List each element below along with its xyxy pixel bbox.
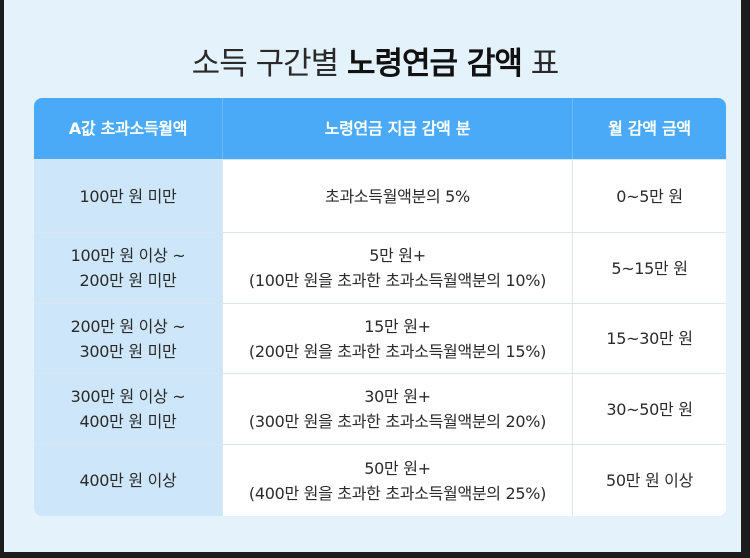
table-header-row: A값 초과소득월액 노령연금 지급 감액 분 월 감액 금액: [34, 98, 726, 159]
frame-border-right: [741, 0, 750, 558]
frame-border-bottom: [0, 552, 750, 558]
deduction-line: (300만 원을 초과한 초과소득월액분의 20%): [248, 412, 547, 431]
amount-cell: 50만 원 이상: [572, 445, 726, 516]
title-suffix: 표: [530, 46, 560, 82]
deduction-line: (100만 원을 초과한 초과소득월액분의 10%): [248, 271, 547, 290]
deduction-cell: 30만 원+ (300만 원을 초과한 초과소득월액분의 20%): [222, 374, 572, 444]
range-line: 200만 원 미만: [79, 271, 177, 290]
range-cell: 200만 원 이상 ~ 300만 원 미만: [34, 304, 222, 373]
deduction-line: (400만 원을 초과한 초과소득월액분의 25%): [248, 483, 547, 503]
deduction-cell: 15만 원+ (200만 원을 초과한 초과소득월액분의 15%): [222, 304, 572, 373]
title-bold: 노령연금 감액: [347, 46, 523, 82]
deduction-line: 초과소득월액분의 5%: [325, 186, 470, 206]
range-line: 200만 원 이상 ~: [70, 316, 186, 336]
range-line: 300만 원 미만: [79, 341, 177, 361]
deduction-cell: 50만 원+ (400만 원을 초과한 초과소득월액분의 25%): [222, 445, 572, 516]
table-row: 200만 원 이상 ~ 300만 원 미만 15만 원+ (200만 원을 초과…: [34, 303, 726, 373]
deduction-line: (200만 원을 초과한 초과소득월액분의 15%): [248, 341, 547, 361]
table-row: 100만 원 이상 ~ 200만 원 미만 5만 원+ (100만 원을 초과한…: [34, 232, 726, 303]
header-income-range: A값 초과소득월액: [68, 119, 188, 138]
table-row: 100만 원 미만 초과소득월액분의 5% 0~5만 원: [34, 159, 726, 232]
amount-cell: 5~15만 원: [572, 233, 726, 303]
page-title: 소득 구간별 노령연금 감액 표: [0, 38, 750, 83]
header-monthly-amount: 월 감액 금액: [572, 98, 726, 159]
deduction-line: 15만 원+: [364, 316, 431, 336]
range-line: 100만 원 이상 ~: [70, 246, 186, 265]
header-deduction: 노령연금 지급 감액 분: [222, 98, 572, 159]
range-cell: 400만 원 이상: [34, 445, 222, 516]
range-line: 400만 원 미만: [79, 412, 177, 431]
pension-reduction-table: A값 초과소득월액 노령연금 지급 감액 분 월 감액 금액 100만 원 미만…: [34, 98, 726, 516]
deduction-cell: 초과소득월액분의 5%: [222, 160, 572, 232]
deduction-line: 5만 원+: [369, 246, 426, 265]
amount-cell: 15~30만 원: [572, 304, 726, 373]
title-regular: 소득 구간별: [191, 46, 339, 82]
range-line: 400만 원 이상: [79, 471, 177, 490]
range-line: 300만 원 이상 ~: [70, 387, 186, 406]
table-row: 300만 원 이상 ~ 400만 원 미만 30만 원+ (300만 원을 초과…: [34, 373, 726, 444]
range-line: 100만 원 미만: [79, 186, 177, 206]
deduction-line: 30만 원+: [364, 387, 431, 406]
table-row: 400만 원 이상 50만 원+ (400만 원을 초과한 초과소득월액분의 2…: [34, 444, 726, 516]
range-cell: 100만 원 미만: [34, 160, 222, 232]
range-cell: 100만 원 이상 ~ 200만 원 미만: [34, 233, 222, 303]
range-cell: 300만 원 이상 ~ 400만 원 미만: [34, 374, 222, 444]
amount-cell: 30~50만 원: [572, 374, 726, 444]
amount-cell: 0~5만 원: [572, 160, 726, 232]
deduction-line: 50만 원+: [364, 458, 431, 478]
deduction-cell: 5만 원+ (100만 원을 초과한 초과소득월액분의 10%): [222, 233, 572, 303]
